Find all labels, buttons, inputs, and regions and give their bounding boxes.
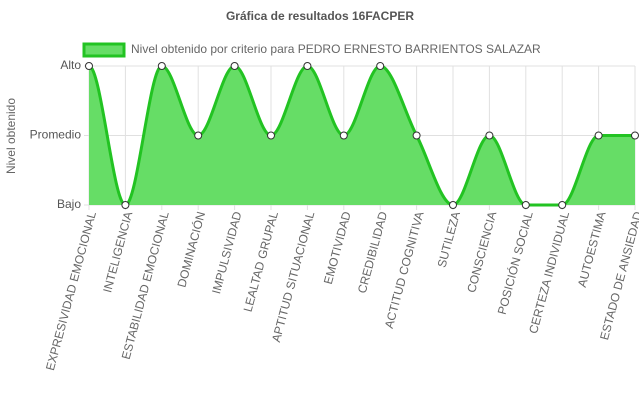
point bbox=[230, 62, 239, 70]
x-tick-label: EXPRESIVIDAD EMOCIONAL bbox=[43, 210, 99, 372]
point bbox=[339, 131, 348, 140]
legend-swatch bbox=[82, 42, 126, 58]
point bbox=[194, 131, 203, 140]
y-tick-label: Alto bbox=[60, 58, 81, 72]
x-tick-label: DOMINACIÓN bbox=[173, 210, 208, 289]
point bbox=[121, 201, 130, 209]
x-tick-label: LEALTAD GRUPAL bbox=[241, 210, 281, 314]
x-tick-label: ACTITUD COGNITIVA bbox=[382, 210, 427, 330]
point bbox=[631, 131, 639, 140]
point bbox=[521, 201, 530, 209]
chart-title: Gráfica de resultados 16FACPER bbox=[226, 9, 414, 23]
point bbox=[485, 131, 494, 140]
x-tick-label: AUTOESTIMA bbox=[575, 210, 609, 289]
point bbox=[594, 131, 603, 140]
y-axis-title: Nivel obtenido bbox=[4, 98, 18, 174]
x-tick-label: CREDIBILIDAD bbox=[355, 210, 390, 295]
point bbox=[267, 131, 275, 140]
point bbox=[85, 62, 93, 70]
y-tick-label: Promedio bbox=[30, 128, 82, 142]
x-tick-label: IMPULSIVIDAD bbox=[209, 210, 245, 296]
legend-label: Nivel obtenido por criterio para PEDRO E… bbox=[131, 42, 541, 56]
x-tick-label: POSICIÓN SOCIAL bbox=[494, 209, 536, 316]
point bbox=[376, 62, 385, 70]
x-tick-label: CONSCIENCIA bbox=[464, 210, 499, 294]
area-fill bbox=[89, 66, 635, 205]
point bbox=[412, 131, 421, 140]
point bbox=[449, 201, 457, 209]
point bbox=[303, 62, 312, 70]
x-tick-label: EMOTIVIDAD bbox=[321, 210, 354, 286]
point bbox=[558, 201, 567, 209]
x-tick-label: SUTILEZA bbox=[435, 210, 463, 269]
y-tick-label: Bajo bbox=[57, 197, 81, 211]
x-tick-label: CERTEZA INDIVIDUAL bbox=[526, 210, 572, 335]
point bbox=[157, 62, 166, 70]
x-tick-label: INTELIGENCIA bbox=[100, 210, 135, 294]
